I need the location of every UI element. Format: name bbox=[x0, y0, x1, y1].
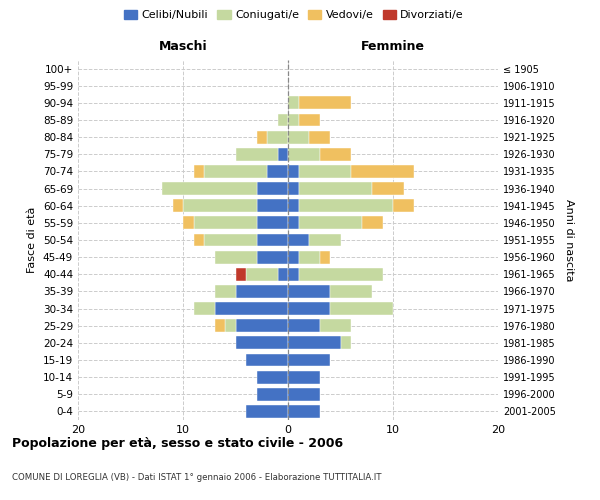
Bar bbox=[299, 96, 351, 110]
Bar bbox=[288, 182, 299, 195]
Bar bbox=[235, 336, 288, 349]
Bar bbox=[351, 165, 414, 178]
Bar bbox=[288, 370, 320, 384]
Y-axis label: Fasce di età: Fasce di età bbox=[28, 207, 37, 273]
Bar bbox=[183, 200, 257, 212]
Bar bbox=[173, 200, 183, 212]
Bar bbox=[257, 370, 288, 384]
Bar bbox=[330, 302, 393, 315]
Bar bbox=[288, 354, 330, 366]
Text: Popolazione per età, sesso e stato civile - 2006: Popolazione per età, sesso e stato civil… bbox=[12, 438, 343, 450]
Bar bbox=[193, 216, 257, 230]
Bar bbox=[204, 165, 267, 178]
Bar bbox=[288, 250, 299, 264]
Bar bbox=[288, 114, 299, 126]
Bar bbox=[267, 165, 288, 178]
Bar bbox=[204, 234, 257, 246]
Bar bbox=[288, 268, 299, 280]
Bar bbox=[288, 216, 299, 230]
Bar bbox=[183, 216, 193, 230]
Bar bbox=[341, 336, 351, 349]
Text: Maschi: Maschi bbox=[158, 40, 208, 53]
Bar bbox=[257, 200, 288, 212]
Bar bbox=[288, 285, 330, 298]
Bar bbox=[235, 268, 246, 280]
Bar bbox=[288, 96, 299, 110]
Bar bbox=[193, 234, 204, 246]
Legend: Celibi/Nubili, Coniugati/e, Vedovi/e, Divorziati/e: Celibi/Nubili, Coniugati/e, Vedovi/e, Di… bbox=[119, 6, 469, 25]
Bar bbox=[257, 234, 288, 246]
Bar bbox=[235, 320, 288, 332]
Bar bbox=[288, 388, 320, 400]
Bar bbox=[162, 182, 257, 195]
Bar bbox=[309, 234, 341, 246]
Bar bbox=[257, 250, 288, 264]
Bar bbox=[257, 130, 267, 143]
Bar bbox=[288, 320, 320, 332]
Y-axis label: Anni di nascita: Anni di nascita bbox=[564, 198, 574, 281]
Bar bbox=[246, 354, 288, 366]
Bar bbox=[288, 165, 299, 178]
Bar bbox=[193, 302, 215, 315]
Bar bbox=[330, 285, 372, 298]
Bar bbox=[288, 405, 320, 418]
Bar bbox=[309, 130, 330, 143]
Bar bbox=[393, 200, 414, 212]
Bar bbox=[299, 182, 372, 195]
Bar bbox=[235, 148, 277, 160]
Bar bbox=[320, 148, 351, 160]
Bar bbox=[277, 268, 288, 280]
Bar bbox=[299, 200, 393, 212]
Bar bbox=[257, 182, 288, 195]
Bar bbox=[299, 165, 351, 178]
Bar bbox=[288, 336, 341, 349]
Bar bbox=[277, 148, 288, 160]
Bar bbox=[215, 302, 288, 315]
Bar bbox=[288, 148, 320, 160]
Bar bbox=[288, 302, 330, 315]
Bar bbox=[299, 268, 383, 280]
Bar bbox=[215, 320, 225, 332]
Bar bbox=[320, 250, 330, 264]
Text: COMUNE DI LOREGLIA (VB) - Dati ISTAT 1° gennaio 2006 - Elaborazione TUTTITALIA.I: COMUNE DI LOREGLIA (VB) - Dati ISTAT 1° … bbox=[12, 472, 382, 482]
Bar bbox=[246, 405, 288, 418]
Bar bbox=[215, 285, 235, 298]
Bar bbox=[246, 268, 277, 280]
Bar bbox=[235, 285, 288, 298]
Bar bbox=[257, 388, 288, 400]
Bar bbox=[372, 182, 404, 195]
Bar bbox=[257, 216, 288, 230]
Bar bbox=[288, 130, 309, 143]
Bar bbox=[193, 165, 204, 178]
Bar bbox=[361, 216, 383, 230]
Bar bbox=[299, 216, 361, 230]
Bar bbox=[267, 130, 288, 143]
Bar bbox=[299, 250, 320, 264]
Bar bbox=[277, 114, 288, 126]
Bar bbox=[225, 320, 235, 332]
Bar bbox=[215, 250, 257, 264]
Bar bbox=[299, 114, 320, 126]
Bar bbox=[288, 200, 299, 212]
Text: Femmine: Femmine bbox=[361, 40, 425, 53]
Bar bbox=[288, 234, 309, 246]
Bar bbox=[320, 320, 351, 332]
